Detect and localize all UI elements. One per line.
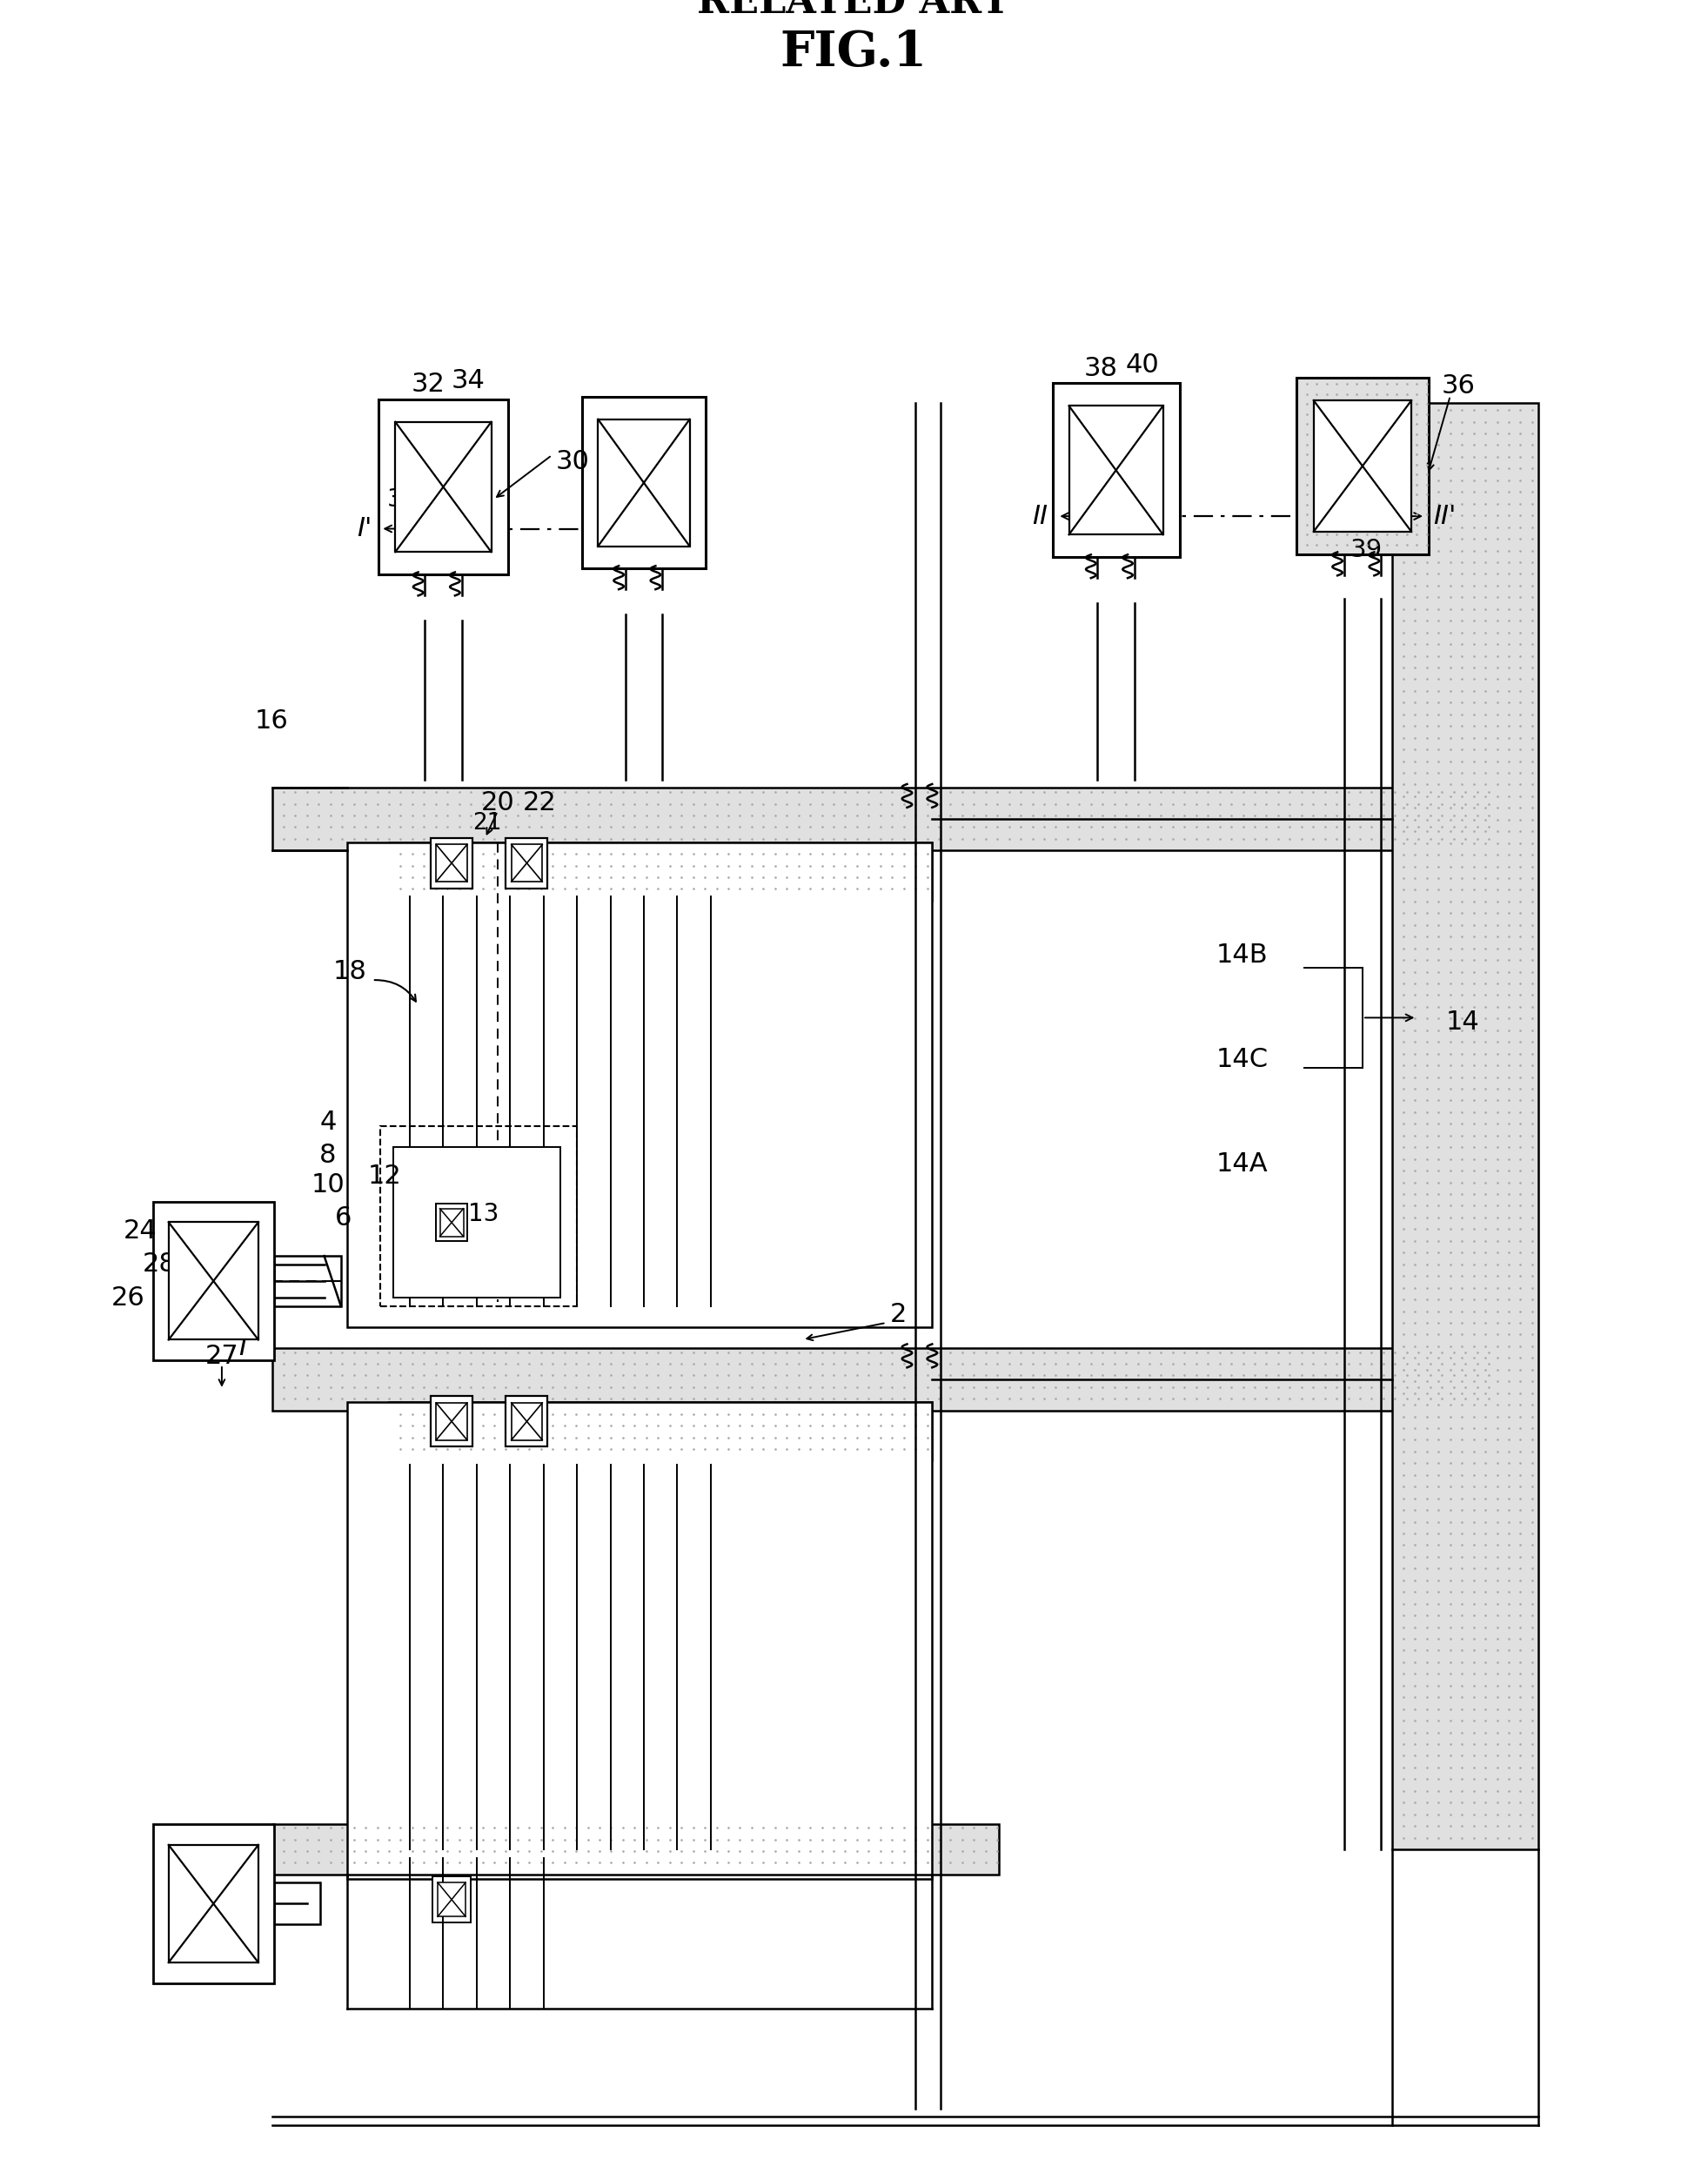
Text: 38: 38	[1085, 355, 1119, 381]
Bar	[273, 1883, 319, 1924]
Text: 13: 13	[468, 1203, 499, 1227]
Bar	[273, 1257, 342, 1307]
Text: 33: 33	[388, 488, 420, 511]
Bar	[347, 1402, 933, 1879]
Bar	[169, 1222, 258, 1339]
Text: 16: 16	[254, 709, 289, 735]
Bar	[430, 1396, 473, 1448]
Text: 6: 6	[335, 1205, 352, 1231]
Bar	[506, 839, 548, 888]
Bar	[1392, 403, 1537, 1848]
Text: 22: 22	[523, 791, 557, 815]
Bar	[154, 1201, 273, 1361]
Text: 32: 32	[412, 371, 446, 397]
Bar	[1296, 377, 1428, 555]
Text: II': II'	[1433, 503, 1457, 529]
Text: I': I'	[357, 516, 372, 542]
Text: 4: 4	[319, 1110, 336, 1136]
Bar	[395, 423, 492, 553]
Bar	[154, 1825, 273, 1983]
Text: 34: 34	[451, 368, 485, 394]
Text: 12: 12	[367, 1164, 401, 1190]
Text: RELATED ART: RELATED ART	[697, 0, 1009, 22]
Text: 24: 24	[123, 1218, 157, 1244]
Bar	[169, 1844, 258, 1963]
Text: II: II	[1032, 503, 1047, 529]
Bar	[598, 420, 690, 546]
Bar	[441, 1209, 463, 1237]
Text: FIG.1: FIG.1	[781, 28, 927, 76]
Text: 14: 14	[1447, 1010, 1479, 1034]
Bar	[1313, 401, 1411, 531]
Text: 18: 18	[333, 960, 367, 984]
Text: 27: 27	[205, 1344, 239, 1370]
Bar	[432, 1877, 470, 1922]
Text: 10: 10	[311, 1172, 345, 1198]
Bar	[272, 1825, 999, 1874]
Text: I: I	[239, 1335, 246, 1361]
Text: 21: 21	[471, 813, 500, 834]
Text: 8: 8	[319, 1142, 336, 1168]
Bar	[389, 1402, 933, 1461]
Text: 28: 28	[142, 1253, 176, 1276]
Bar	[272, 1348, 1500, 1411]
Bar	[436, 845, 466, 882]
Text: 26: 26	[111, 1285, 145, 1311]
Text: 14C: 14C	[1216, 1047, 1269, 1073]
Bar	[430, 839, 473, 888]
Bar	[272, 789, 1500, 849]
Text: 36: 36	[1442, 373, 1476, 399]
Bar	[1052, 384, 1180, 557]
Bar	[381, 1127, 577, 1307]
Text: 40: 40	[1126, 353, 1160, 377]
Bar	[389, 843, 933, 901]
Text: 14A: 14A	[1216, 1151, 1267, 1177]
Bar	[437, 1883, 466, 1916]
Bar	[436, 1203, 468, 1242]
Bar	[506, 1396, 548, 1448]
Bar	[1069, 405, 1163, 535]
Bar	[582, 397, 705, 568]
Bar	[379, 399, 507, 574]
Text: 14B: 14B	[1216, 943, 1267, 969]
Text: 30: 30	[555, 449, 589, 475]
Bar	[511, 1402, 543, 1441]
Bar	[347, 843, 933, 1326]
Bar	[393, 1146, 560, 1298]
Bar	[436, 1402, 466, 1441]
Bar	[511, 845, 543, 882]
Text: 20: 20	[480, 791, 514, 815]
Text: 2: 2	[890, 1302, 907, 1326]
Text: 39: 39	[1351, 537, 1383, 561]
